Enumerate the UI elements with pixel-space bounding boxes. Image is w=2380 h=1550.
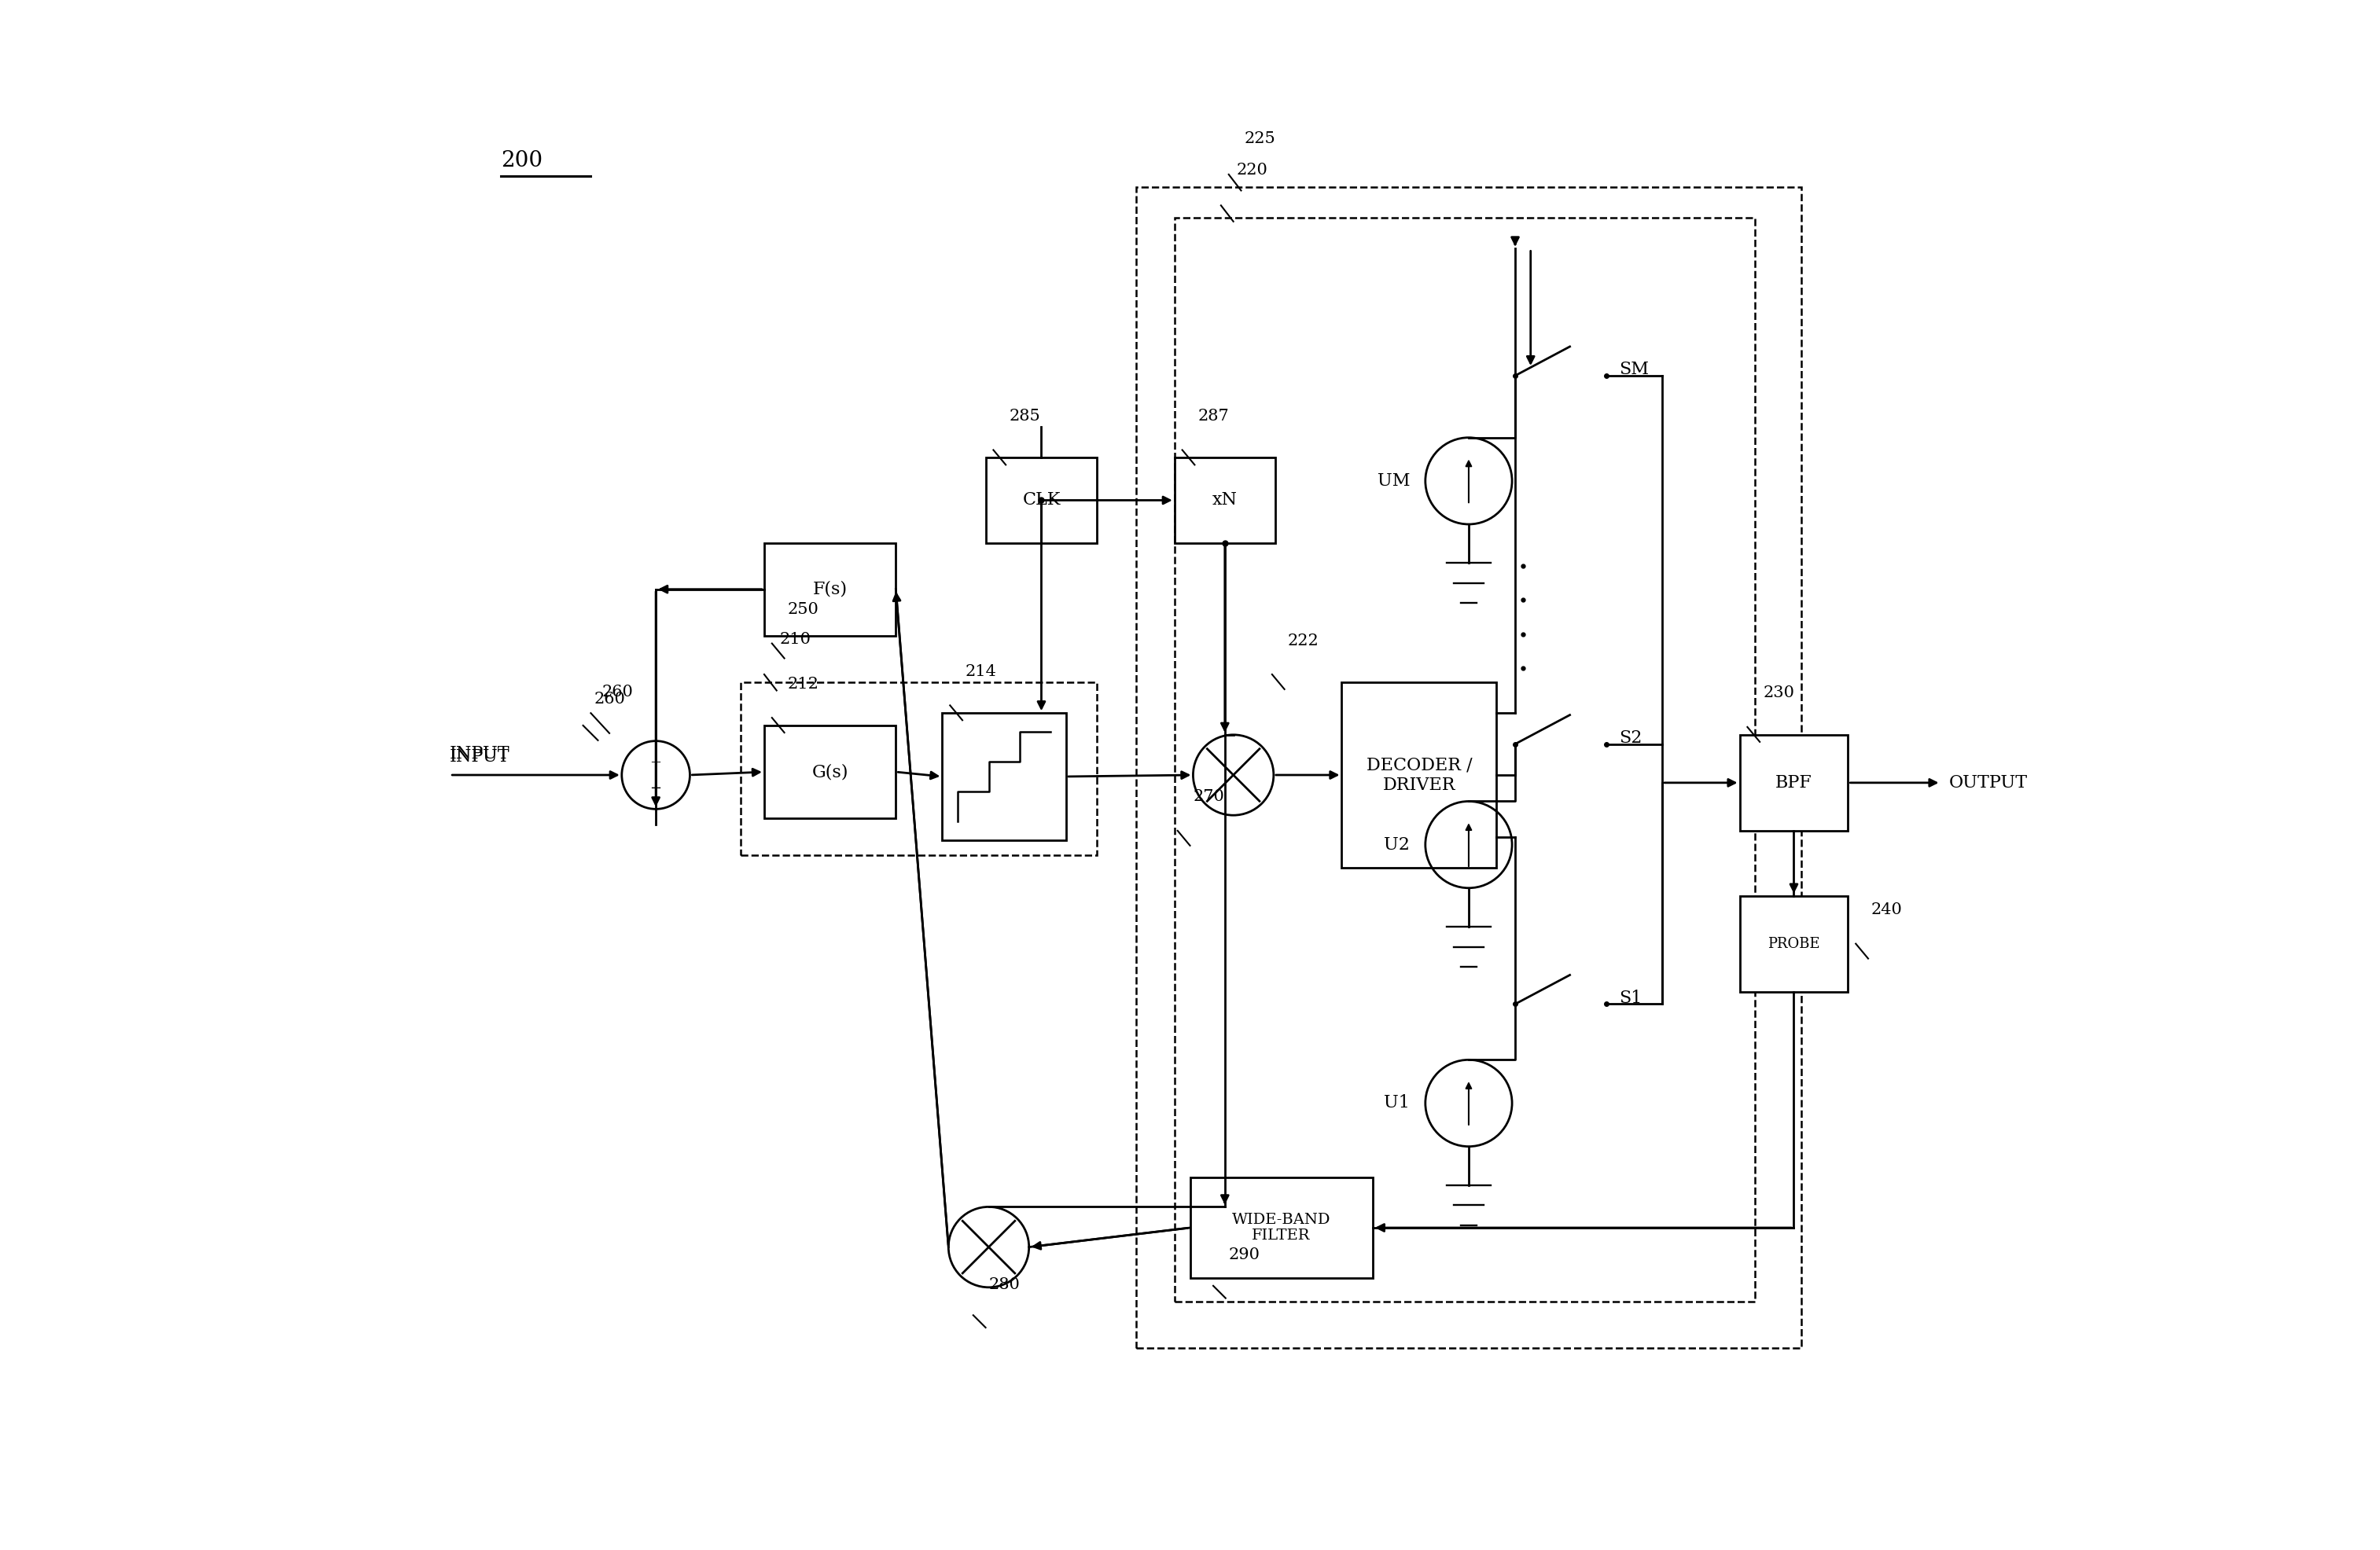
Text: CLK: CLK: [1023, 491, 1061, 508]
Text: OUTPUT: OUTPUT: [1949, 773, 2028, 792]
Bar: [942, 713, 1066, 840]
Bar: [1740, 896, 1847, 992]
Text: UM: UM: [1378, 473, 1409, 490]
Text: INPUT: INPUT: [450, 746, 509, 763]
Text: 287: 287: [1197, 409, 1228, 423]
Bar: [1173, 457, 1276, 542]
Text: PROBE: PROBE: [1768, 936, 1821, 950]
Text: U1: U1: [1385, 1094, 1409, 1111]
Text: 270: 270: [1192, 789, 1223, 804]
Text: 214: 214: [966, 663, 997, 679]
Text: 225: 225: [1245, 132, 1276, 147]
Text: 212: 212: [788, 676, 819, 691]
Bar: [1173, 219, 1754, 1302]
Text: DECODER /
DRIVER: DECODER / DRIVER: [1366, 756, 1473, 794]
Bar: [1342, 682, 1497, 868]
Text: 240: 240: [1871, 902, 1902, 918]
Text: 280: 280: [988, 1277, 1021, 1293]
Text: 250: 250: [788, 603, 819, 617]
Bar: [740, 682, 1097, 856]
Bar: [764, 542, 895, 636]
Text: G(s): G(s): [812, 763, 847, 781]
Text: 230: 230: [1764, 685, 1795, 701]
Text: 260: 260: [595, 691, 626, 707]
Text: WIDE-BAND
FILTER: WIDE-BAND FILTER: [1233, 1212, 1330, 1243]
Bar: [1190, 1178, 1373, 1279]
Text: −: −: [650, 781, 662, 795]
Bar: [1740, 735, 1847, 831]
Text: S2: S2: [1618, 728, 1642, 747]
Text: 290: 290: [1228, 1248, 1259, 1263]
Bar: [1135, 188, 1802, 1347]
Text: 222: 222: [1288, 632, 1319, 648]
Text: BPF: BPF: [1775, 773, 1811, 792]
Text: xN: xN: [1211, 491, 1238, 508]
Text: 200: 200: [502, 150, 543, 172]
Text: INPUT: INPUT: [450, 749, 509, 766]
Text: S1: S1: [1618, 989, 1642, 1006]
Text: 285: 285: [1009, 409, 1040, 423]
Bar: [985, 457, 1097, 542]
Text: 210: 210: [781, 631, 812, 646]
Text: U2: U2: [1385, 835, 1409, 854]
Text: F(s): F(s): [812, 581, 847, 598]
Bar: [764, 725, 895, 818]
Text: +: +: [650, 755, 662, 769]
Text: 220: 220: [1238, 163, 1269, 178]
Text: 260: 260: [602, 684, 633, 699]
Text: SM: SM: [1618, 361, 1649, 378]
